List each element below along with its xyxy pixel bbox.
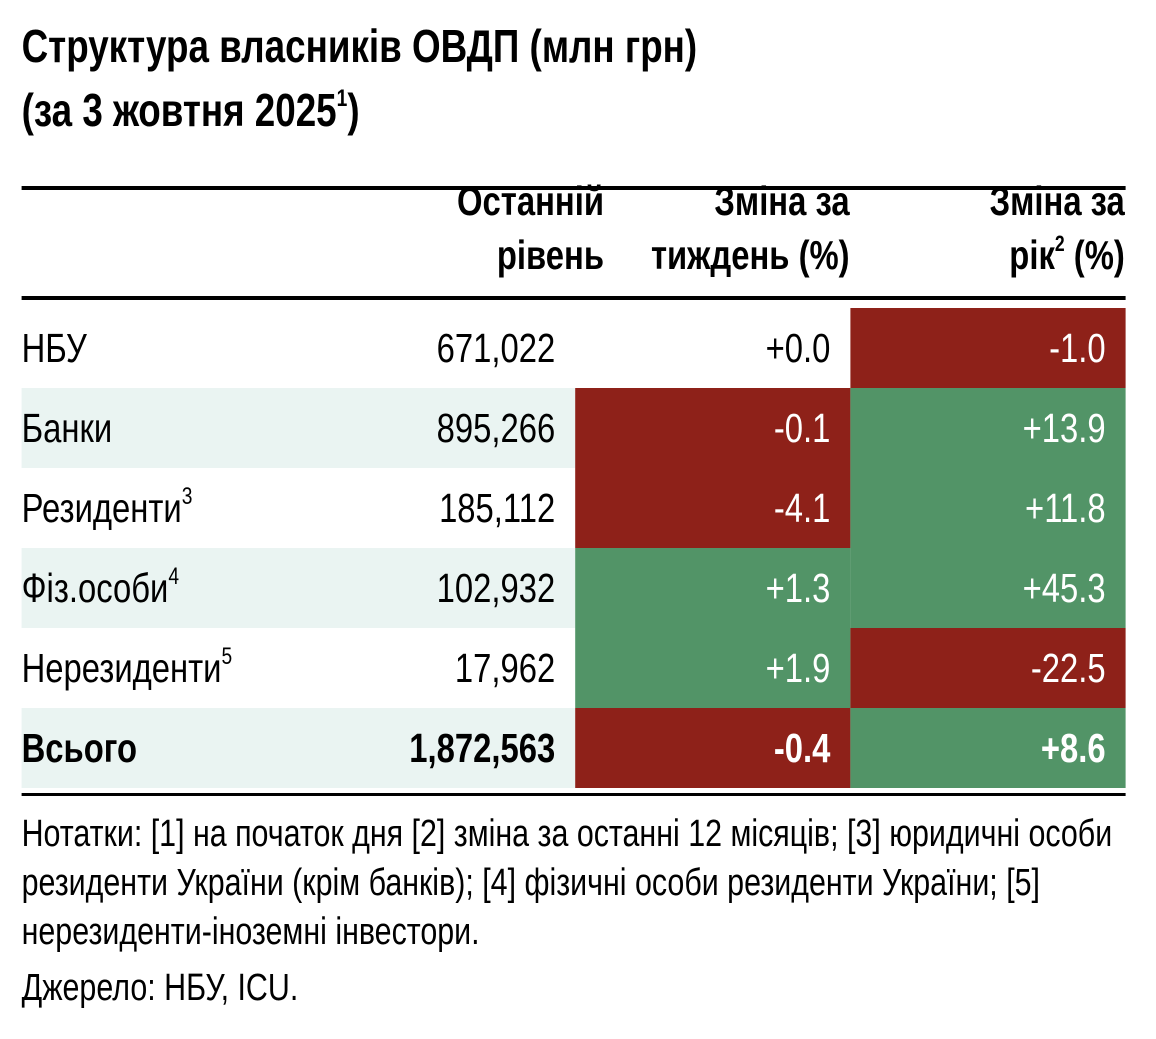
header-week-l2: тиждень (%) bbox=[650, 232, 850, 278]
row-label: Резиденти3 bbox=[22, 468, 576, 548]
title-line-2: (за 3 жовтня 2025 bbox=[21, 84, 337, 136]
row-label: Нерезиденти5 bbox=[22, 628, 576, 708]
footnotes: Нотатки: [1] на початок дня [2] зміна за… bbox=[21, 813, 1113, 953]
year-change-cell: +13.9 bbox=[850, 388, 1126, 468]
header-year-tail: (%) bbox=[1064, 232, 1125, 278]
level-cell: 671,022 bbox=[436, 325, 556, 371]
row-label-text: Фіз.особи bbox=[21, 565, 169, 611]
header-year-l2: рік bbox=[1009, 232, 1055, 278]
bottom-rule bbox=[21, 793, 1126, 796]
table-row: Всього 1,872,563 -0.4 +8.6 bbox=[21, 708, 1126, 788]
row-label-text: Всього bbox=[21, 725, 138, 771]
level-cell: 895,266 bbox=[436, 405, 556, 451]
row-footnote: 4 bbox=[168, 563, 180, 590]
row-label-text: Банки bbox=[21, 405, 113, 451]
table-row: НБУ 671,022 +0.0 -1.0 bbox=[22, 308, 1126, 388]
row-label-text: Нерезиденти bbox=[21, 645, 222, 691]
title-line-1: Структура власників ОВДП (млн грн) bbox=[21, 20, 698, 72]
level-cell: 17,962 bbox=[454, 645, 556, 691]
table-row: Банки 895,266 -0.1 +13.9 bbox=[21, 388, 1126, 468]
week-change-cell: -4.1 bbox=[575, 468, 851, 548]
week-change-cell: +1.3 bbox=[575, 548, 851, 628]
table-row: Резиденти3 185,112 -4.1 +11.8 bbox=[22, 468, 1126, 548]
week-change-cell: +1.9 bbox=[575, 628, 851, 708]
header-year: Зміна за рік2 (%) bbox=[990, 174, 1125, 282]
year-change-cell: -22.5 bbox=[850, 628, 1126, 708]
row-label: Фіз.особи4 bbox=[22, 548, 576, 628]
row-label-text: Резиденти bbox=[21, 485, 182, 531]
year-change-cell: -1.0 bbox=[850, 308, 1126, 388]
header-level-l1: Останній bbox=[457, 178, 604, 224]
week-change-cell: -0.1 bbox=[575, 388, 851, 468]
row-shade bbox=[21, 388, 576, 468]
table-row: Нерезиденти5 17,962 +1.9 -22.5 bbox=[22, 628, 1126, 708]
year-change-cell: +11.8 bbox=[850, 468, 1126, 548]
header-rule bbox=[21, 296, 1126, 300]
title-footnote: 1 bbox=[336, 85, 348, 112]
row-label: Банки bbox=[22, 388, 576, 468]
row-label: НБУ bbox=[22, 308, 576, 388]
table-title: Структура власників ОВДП (млн грн) (за 3… bbox=[22, 14, 1126, 142]
level-cell: 185,112 bbox=[439, 485, 556, 531]
header-year-l1: Зміна за bbox=[989, 178, 1125, 224]
row-label-text: НБУ bbox=[21, 325, 87, 371]
level-cell: 1,872,563 bbox=[409, 725, 556, 771]
header-year-footnote: 2 bbox=[1054, 231, 1065, 256]
title-rule bbox=[21, 186, 1126, 190]
header-level-l2: рівень bbox=[496, 232, 604, 278]
header-week: Зміна за тиждень (%) bbox=[651, 174, 850, 282]
row-footnote: 3 bbox=[181, 483, 193, 510]
row-label: Всього bbox=[22, 708, 576, 788]
row-shade bbox=[21, 708, 576, 788]
title-close: ) bbox=[347, 84, 360, 136]
row-footnote: 5 bbox=[221, 643, 233, 670]
week-change-cell: +0.0 bbox=[765, 325, 831, 371]
year-change-cell: +8.6 bbox=[850, 708, 1126, 788]
source: Джерело: НБУ, ICU. bbox=[21, 967, 299, 1009]
level-cell: 102,932 bbox=[436, 565, 556, 611]
week-change-cell: -0.4 bbox=[575, 708, 851, 788]
header-week-l1: Зміна за bbox=[714, 178, 850, 224]
year-change-cell: +45.3 bbox=[850, 548, 1126, 628]
header-level: Останній рівень bbox=[457, 174, 604, 282]
table-row: Фіз.особи4 102,932 +1.3 +45.3 bbox=[21, 548, 1126, 628]
row-shade bbox=[21, 548, 576, 628]
